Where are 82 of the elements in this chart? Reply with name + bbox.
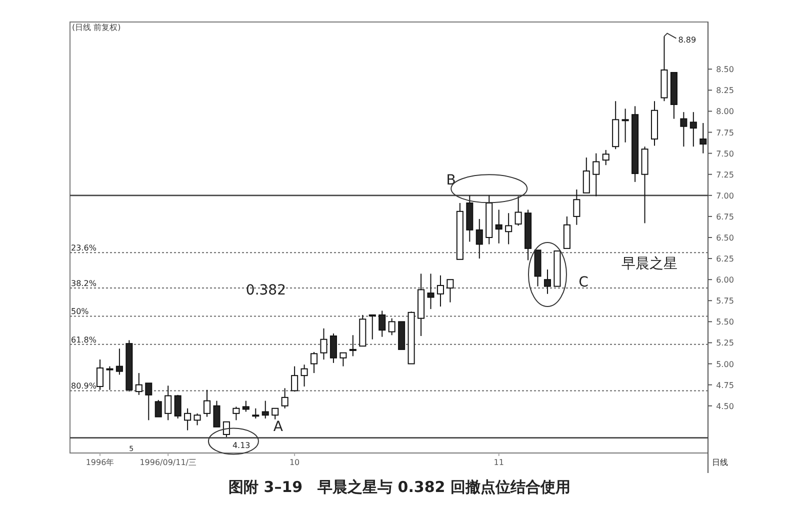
y-tick-label: 6.25 (716, 254, 734, 264)
candlestick (378, 310, 386, 338)
candlestick (436, 274, 444, 308)
candlestick (476, 218, 483, 260)
candlestick (310, 351, 318, 374)
text: 日线 (712, 458, 728, 467)
candlestick (281, 388, 288, 409)
candlestick (135, 372, 142, 396)
y-tick-label: 5.50 (716, 318, 734, 327)
candlestick (145, 382, 152, 421)
candlestick (446, 279, 454, 303)
candlestick (96, 359, 104, 390)
candlestick (174, 394, 182, 419)
candlestick (573, 189, 580, 226)
candlestick (602, 149, 610, 166)
y-tick-label: 5.75 (716, 296, 734, 306)
candlestick (291, 366, 298, 392)
candlestick (300, 364, 308, 387)
candlestick (330, 332, 337, 364)
annotation: 38.2% (71, 279, 97, 288)
candlestick (252, 408, 260, 419)
annotation: 61.8% (71, 335, 97, 344)
y-tick-label: 6.50 (716, 234, 734, 242)
candlestick (544, 268, 552, 294)
candlestick (349, 334, 356, 357)
y-tick-label: 6.00 (716, 276, 734, 285)
candlestick (427, 273, 434, 310)
x-tick-label: 1996/09/11/三 (140, 458, 196, 467)
candlestick (116, 348, 123, 376)
candlestick (340, 352, 347, 367)
annotation: B (446, 172, 456, 188)
candlestick (680, 112, 688, 148)
y-tick-label: 7.00 (716, 191, 734, 200)
text: 50% (71, 307, 90, 316)
y-tick-label: 7.75 (716, 128, 734, 138)
candlestick (690, 112, 697, 148)
y-tick-label: 7.50 (716, 149, 734, 158)
x-tick-label: 11 (494, 458, 504, 467)
y-tick-label: 5.00 (716, 360, 734, 369)
y-tick-label: 5.25 (716, 338, 734, 348)
candlestick (272, 408, 279, 420)
y-tick-label: 6.75 (716, 212, 734, 222)
y-tick-label: 8.50 (716, 65, 734, 74)
candlestick (514, 196, 522, 226)
candlestick (368, 314, 376, 340)
text: 图附 3–19 早晨之星与 0.382 回撤点位结合使用 (228, 478, 570, 496)
candlestick (388, 318, 396, 336)
candlestick (262, 400, 269, 419)
y-tick-label: 8.00 (716, 107, 734, 116)
candlestick (242, 400, 250, 412)
chart-subtitle: (日线 前复权) (72, 23, 121, 32)
annotation: 8.89 (678, 35, 696, 44)
y-tick-label: 7.25 (716, 170, 734, 180)
annotation: 早晨之星 (622, 256, 678, 272)
candlestick (184, 408, 192, 431)
candlestick (320, 328, 328, 360)
candlestick (203, 389, 211, 418)
candlestick (495, 209, 502, 244)
candlestick (232, 406, 240, 421)
annotation: 4.13 (232, 440, 250, 450)
candlestick (700, 122, 707, 154)
annotation: 23.6% (71, 244, 97, 253)
y-tick-label: 4.75 (716, 380, 734, 390)
annotation: 0.382 (246, 282, 286, 299)
candlestick (592, 152, 600, 197)
candlestick (106, 366, 114, 390)
candlestick (194, 412, 201, 426)
candlestick (582, 157, 590, 194)
annotation: C (578, 274, 589, 290)
candlestick (563, 216, 570, 249)
annotation: 80.9% (71, 382, 97, 391)
candlestick (213, 400, 220, 428)
x-tick-label: 1996年 (86, 458, 114, 467)
y-tick-label: 8.25 (716, 86, 734, 96)
candlestick (154, 399, 162, 418)
candlestick (222, 421, 230, 438)
candlestick (505, 212, 512, 245)
y-tick-label: 4.50 (716, 402, 734, 411)
annotation: A (273, 419, 284, 436)
x-tick-label: 10 (289, 458, 300, 467)
candlestick (164, 385, 172, 421)
candlestick (622, 108, 629, 143)
